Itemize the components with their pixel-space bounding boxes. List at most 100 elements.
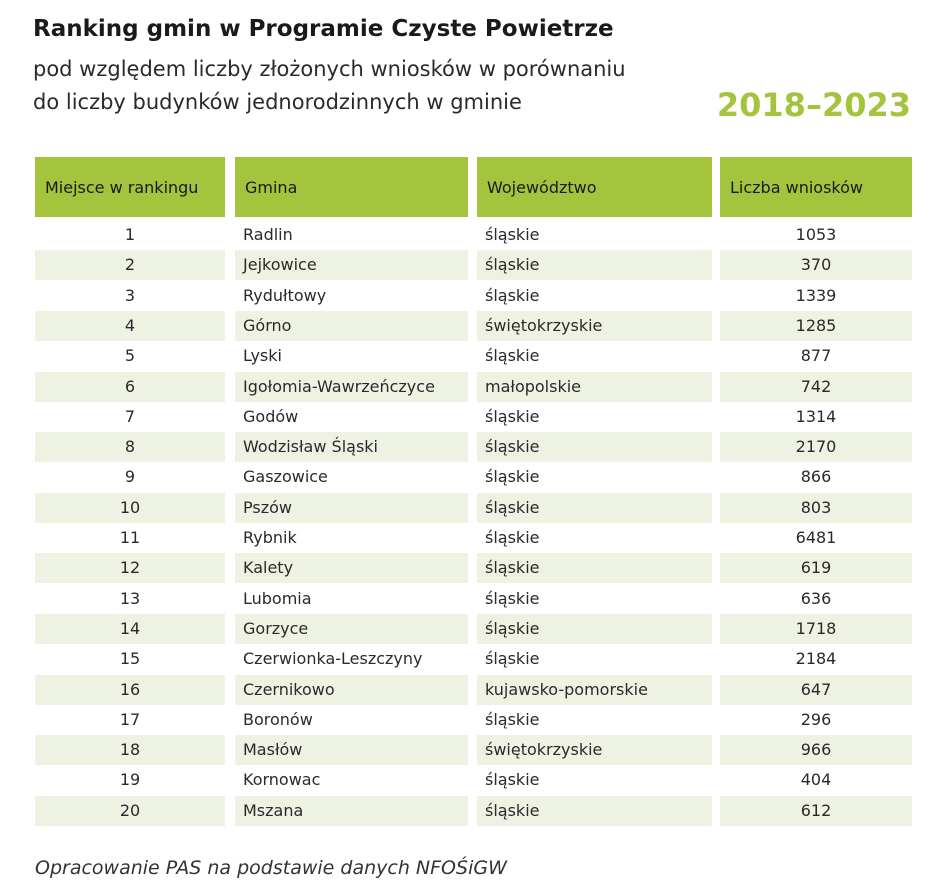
row-background (235, 432, 468, 463)
table-cell: 1285 (795, 315, 837, 335)
table-cell: śląskie (485, 255, 540, 275)
table-cell: 803 (800, 497, 832, 517)
table-cell: kujawsko-pomorskie (485, 679, 648, 699)
table-cell: 1053 (795, 225, 837, 244)
table-cell: Masłów (243, 740, 303, 760)
table-cell: śląskie (485, 588, 540, 608)
row-background (720, 250, 912, 281)
row-background (477, 310, 712, 341)
table-cell: śląskie (485, 406, 540, 426)
row-background (477, 674, 712, 705)
row-background (35, 310, 225, 341)
table-cell: Gorzyce (243, 618, 309, 638)
row-background (720, 795, 912, 826)
table-cell: 6481 (795, 528, 837, 547)
table-cell: 10 (119, 497, 141, 517)
table-cell: Lyski (243, 346, 282, 366)
table-cell: 647 (800, 679, 832, 699)
table-cell: śląskie (485, 709, 540, 729)
table-cell: 612 (800, 800, 832, 820)
column-header: Gmina (235, 157, 468, 217)
table-cell: 9 (124, 467, 136, 487)
table-cell: świętokrzyskie (485, 315, 603, 335)
column-header: Województwo (477, 157, 712, 217)
row-background (720, 613, 912, 644)
table-cell: Górno (243, 315, 292, 335)
table-cell: 742 (800, 376, 832, 396)
table-cell: 1314 (795, 406, 837, 426)
table-cell: śląskie (485, 285, 540, 305)
subtitle-line: do liczby budynków jednorodzinnych w gmi… (33, 90, 522, 114)
table-cell: 2184 (795, 649, 837, 669)
row-background (235, 795, 468, 826)
row-background (477, 613, 712, 644)
table-cell: 636 (800, 588, 832, 608)
table-cell: 20 (119, 800, 141, 820)
row-background (477, 553, 712, 584)
table-cell: śląskie (485, 225, 540, 244)
table-cell: małopolskie (485, 376, 582, 396)
column-header: Liczba wniosków (720, 157, 912, 217)
table-cell: Kalety (243, 558, 294, 578)
table-cell: śląskie (485, 528, 540, 547)
table-cell: 14 (119, 618, 141, 638)
row-background (235, 613, 468, 644)
table-cell: Wodzisław Śląski (243, 437, 378, 457)
years: 2018–2023 (716, 86, 911, 124)
table-cell: 877 (800, 346, 832, 366)
row-background (720, 553, 912, 584)
row-background (35, 674, 225, 705)
row-background (35, 371, 225, 402)
row-background (720, 735, 912, 766)
row-background (720, 432, 912, 463)
table-cell: 370 (800, 255, 832, 275)
row-background (477, 492, 712, 523)
subtitle-line: pod względem liczby złożonych wniosków w… (33, 57, 626, 81)
table-cell: śląskie (485, 497, 540, 517)
table-cell: 296 (800, 709, 832, 729)
table-cell: 5 (124, 346, 136, 366)
footer: Opracowanie PAS na podstawie danych NFOŚ… (35, 857, 507, 879)
row-background (720, 492, 912, 523)
table-cell: 2 (124, 255, 136, 275)
table-cell: śląskie (485, 467, 540, 487)
row-background (720, 371, 912, 402)
table-cell: 2170 (795, 437, 837, 457)
table-cell: 13 (119, 588, 141, 608)
table-cell: 404 (800, 770, 832, 790)
table-cell: 619 (800, 558, 832, 578)
table-cell: 966 (800, 740, 832, 760)
row-background (720, 310, 912, 341)
row-background (35, 553, 225, 584)
table-cell: Pszów (243, 497, 292, 517)
title: Ranking gmin w Programie Czyste Powietrz… (33, 16, 614, 42)
table-cell: Czerwionka-Leszczyny (243, 649, 423, 669)
table-cell: Gaszowice (243, 467, 328, 487)
table-cell: świętokrzyskie (485, 740, 603, 760)
table-cell: Kornowac (243, 770, 321, 790)
table-cell: Radlin (243, 225, 293, 244)
table-cell: śląskie (485, 800, 540, 820)
column-header: Miejsce w rankingu (35, 157, 225, 217)
table-cell: Godów (243, 406, 299, 426)
table-cell: Mszana (243, 800, 304, 820)
table-cell: 3 (124, 285, 136, 305)
table-cell: 12 (119, 558, 141, 578)
table-cell: 6 (124, 376, 136, 396)
table-cell: śląskie (485, 770, 540, 790)
table-cell: Igołomia-Wawrzeńczyce (243, 376, 435, 396)
table-cell: 8 (124, 437, 136, 457)
row-background (720, 674, 912, 705)
table-cell: 866 (800, 467, 832, 487)
table-cell: śląskie (485, 649, 540, 669)
table-cell: śląskie (485, 618, 540, 638)
table-cell: Jejkowice (243, 255, 317, 275)
table-cell: Rydułtowy (243, 285, 327, 305)
row-background (477, 250, 712, 281)
row-background (477, 795, 712, 826)
table-cell: 1 (124, 225, 136, 244)
row-background (35, 613, 225, 644)
row-background (35, 250, 225, 281)
table-cell: Boronów (243, 709, 313, 729)
